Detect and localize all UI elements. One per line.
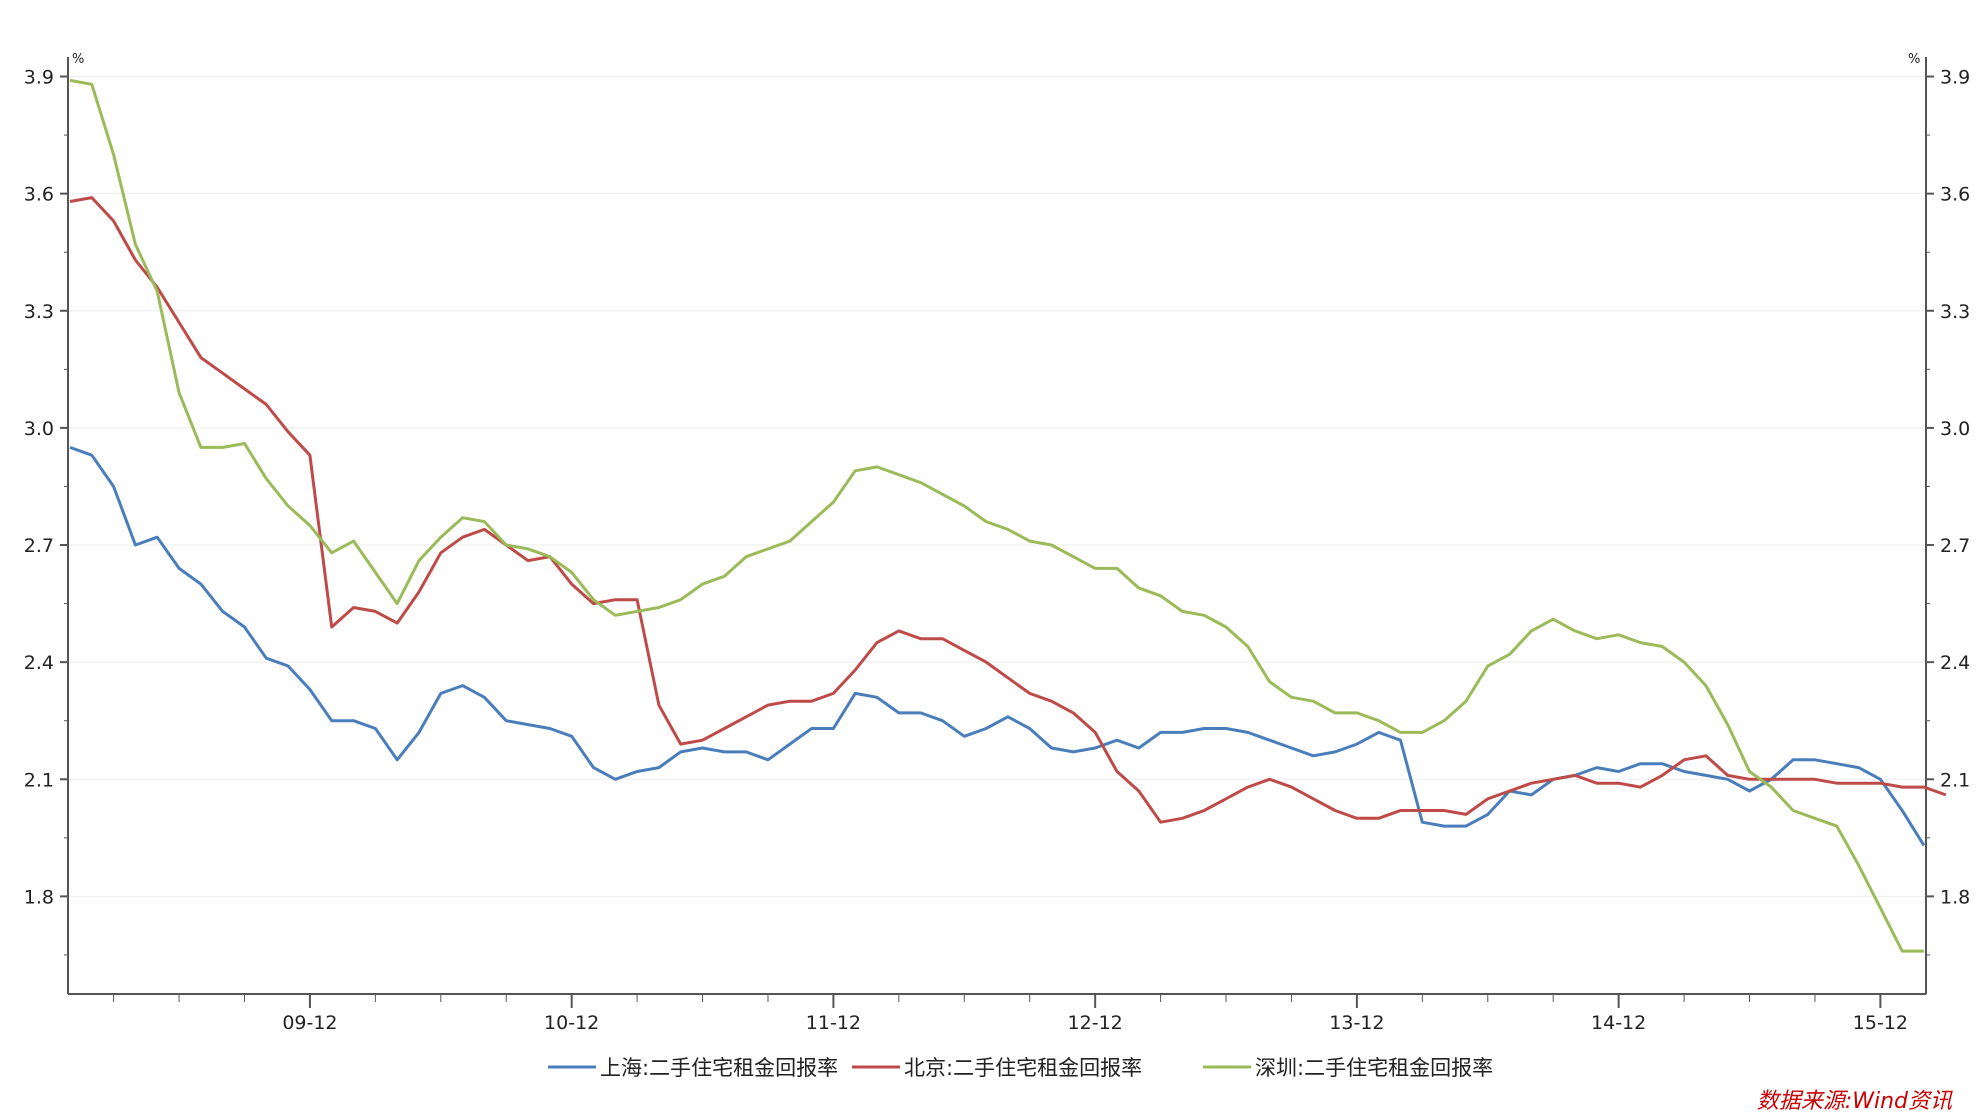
y-tick-label-left: 2.7	[24, 535, 54, 557]
y-tick-label-right: 3.0	[1940, 418, 1970, 440]
x-tick-label: 11-12	[806, 1012, 861, 1034]
y-tick-label-left: 3.3	[24, 301, 54, 323]
gridlines	[68, 76, 1926, 897]
right-unit-label: %	[1908, 52, 1920, 67]
y-tick-label-right: 3.3	[1940, 301, 1970, 323]
series-line-1	[69, 445, 1926, 847]
source-note: 数据来源:Wind资讯	[1757, 1089, 1953, 1114]
series-lines	[69, 78, 1947, 953]
y-tick-label-left: 3.6	[24, 184, 54, 206]
legend-label-2: 北京:二手住宅租金回报率	[904, 1056, 1142, 1080]
series-line-2	[69, 196, 1947, 824]
x-tick-label: 14-12	[1591, 1012, 1646, 1034]
legend-label-3: 深圳:二手住宅租金回报率	[1255, 1056, 1493, 1080]
x-tick-label: 12-12	[1068, 1012, 1123, 1034]
y-tick-label-right: 2.7	[1940, 535, 1970, 557]
y-tick-label-right: 2.1	[1940, 769, 1970, 791]
legend: 上海:二手住宅租金回报率 北京:二手住宅租金回报率 深圳:二手住宅租金回报率	[548, 1056, 1493, 1080]
x-tick-label: 09-12	[282, 1012, 337, 1034]
y-tick-label-right: 1.8	[1940, 886, 1970, 908]
x-ticks: 09-12 10-12 11-12 12-12 13-12 14-12 15-12	[113, 994, 1908, 1034]
legend-label-1: 上海:二手住宅租金回报率	[600, 1056, 838, 1080]
y-tick-label-left: 2.1	[24, 769, 54, 791]
y-tick-label-left: 3.9	[24, 67, 54, 89]
y-tick-label-left: 3.0	[24, 418, 54, 440]
y-tick-label-right: 3.9	[1940, 67, 1970, 89]
y-tick-label-left: 1.8	[24, 886, 54, 908]
left-unit-label: %	[72, 52, 84, 67]
x-tick-label: 10-12	[544, 1012, 599, 1034]
x-tick-label: 15-12	[1853, 1012, 1908, 1034]
y-ticks: 1.8 1.8 2.1 2.1 2.4 2.4 2.7 2.7 3.0 3.0 3.3 3.3 3.6 3…	[24, 67, 1970, 956]
x-tick-label: 13-12	[1329, 1012, 1384, 1034]
y-tick-label-left: 2.4	[24, 652, 54, 674]
series-line-3	[69, 78, 1924, 953]
y-tick-label-right: 3.6	[1940, 184, 1970, 206]
y-tick-label-right: 2.4	[1940, 652, 1970, 674]
